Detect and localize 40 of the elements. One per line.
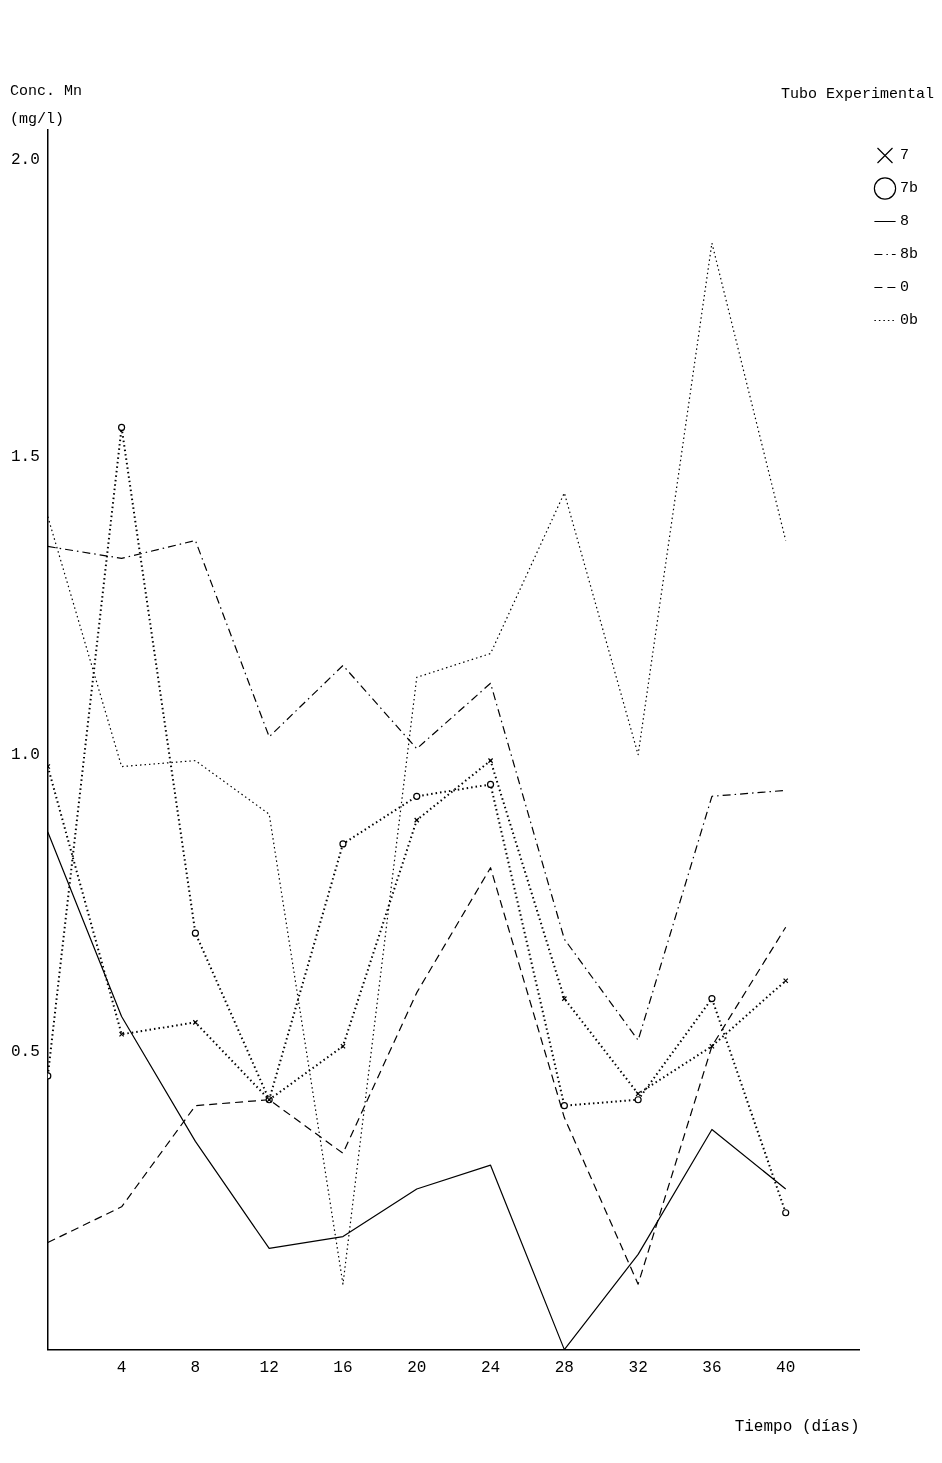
point <box>709 1043 715 1049</box>
y-tick-label: 2.0 <box>10 150 40 169</box>
x-tick-label: 40 <box>776 1359 796 1378</box>
point <box>413 792 421 800</box>
x-tick-label: 20 <box>407 1359 427 1378</box>
point <box>708 994 716 1003</box>
x-tick-label: 32 <box>628 1359 648 1378</box>
legend-label: 7b <box>900 180 919 198</box>
point <box>118 423 126 432</box>
x-tick-label: 4 <box>116 1359 127 1378</box>
x-axis-title: Tiempo (días) <box>734 1417 860 1436</box>
point <box>118 1031 125 1038</box>
point <box>560 1102 568 1110</box>
point <box>486 780 495 789</box>
point <box>782 1209 790 1217</box>
x-tick-label: 24 <box>480 1359 501 1378</box>
point <box>487 757 494 764</box>
x-tick-label: 36 <box>702 1359 722 1378</box>
point <box>191 929 199 937</box>
y-tick-label: 1.0 <box>10 745 40 764</box>
y-tick-label: 0.5 <box>10 1043 40 1062</box>
legend-title: Tubo Experimental <box>780 86 934 103</box>
point <box>414 817 420 823</box>
point <box>340 1043 346 1049</box>
point <box>339 840 347 848</box>
x-tick-label: 12 <box>259 1359 279 1378</box>
legend-label: 8b <box>900 246 919 264</box>
legend-label: 0 <box>900 279 910 297</box>
y-axis-title: Conc. Mn (mg/l) <box>10 82 83 130</box>
point <box>635 1091 641 1097</box>
point <box>561 995 568 1002</box>
legend-label: 0b <box>900 312 919 330</box>
legend-label: 7 <box>900 147 910 165</box>
point <box>192 1019 199 1026</box>
x-tick-label: 8 <box>190 1359 201 1378</box>
x-tick-label: 16 <box>333 1359 353 1378</box>
y-tick-label: 1.5 <box>10 448 40 467</box>
x-tick-label: 28 <box>554 1359 574 1378</box>
legend-label: 8 <box>900 213 910 231</box>
point <box>634 1096 642 1104</box>
